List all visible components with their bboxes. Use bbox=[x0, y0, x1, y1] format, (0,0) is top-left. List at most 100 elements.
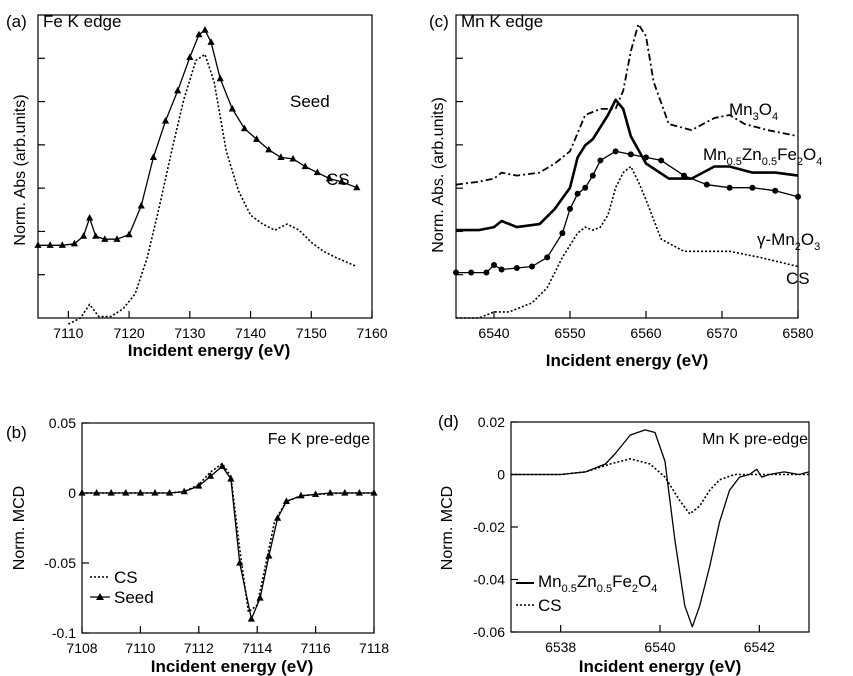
x-axis-label-a: Incident energy (eV) bbox=[128, 341, 290, 360]
data-point bbox=[218, 462, 226, 469]
y-axis-label-a: Norm. Abs (arb.units) bbox=[12, 94, 29, 245]
panel-c: (c) Mn K edge Norm. Abs. (arb.units) Inc… bbox=[429, 12, 822, 370]
series-line bbox=[82, 465, 374, 620]
panel-tag-c: (c) bbox=[429, 12, 449, 31]
data-point bbox=[453, 269, 459, 276]
y-tick-label: 0.02 bbox=[478, 414, 505, 430]
panel-title-b: Fe K pre-edge bbox=[268, 431, 370, 448]
series-b bbox=[78, 462, 378, 622]
data-point bbox=[274, 514, 282, 521]
series-line bbox=[456, 98, 799, 232]
data-point bbox=[240, 124, 249, 132]
series-line bbox=[511, 458, 809, 515]
y-tick-label: 0.05 bbox=[49, 415, 76, 431]
data-point bbox=[101, 235, 109, 242]
data-point bbox=[122, 489, 130, 496]
x-tick-label: 7130 bbox=[174, 325, 205, 341]
legend-marker-seed-b bbox=[96, 593, 104, 600]
data-point bbox=[297, 491, 305, 499]
data-point bbox=[166, 489, 174, 496]
data-point bbox=[627, 151, 634, 158]
y-axis-label-b: Norm. MCD bbox=[11, 486, 28, 570]
x-tick-label: 7120 bbox=[114, 325, 145, 341]
data-point bbox=[161, 117, 170, 124]
annotation-mnznfeo-c: Mn0.5Zn0.5Fe2O4 bbox=[703, 145, 822, 168]
plot-frame-c bbox=[455, 14, 799, 319]
plot-frame-a bbox=[37, 14, 373, 319]
x-tick-label: 6570 bbox=[706, 325, 737, 341]
data-point bbox=[186, 53, 194, 61]
y-tick-label: 0 bbox=[68, 485, 76, 501]
data-point bbox=[326, 489, 334, 496]
data-point bbox=[46, 241, 54, 248]
data-point bbox=[216, 74, 224, 82]
x-axis-label-d: Incident energy (eV) bbox=[579, 657, 741, 676]
y-tick-label: -0.04 bbox=[473, 572, 505, 588]
legend-label-cs-d: CS bbox=[538, 596, 562, 615]
legend-label-seed-b: Seed bbox=[114, 588, 154, 607]
x-tick-label: 7112 bbox=[184, 640, 214, 656]
legend-b: CS Seed bbox=[90, 568, 154, 607]
x-tick-label: 6580 bbox=[782, 325, 813, 341]
data-point bbox=[247, 615, 255, 622]
data-point bbox=[289, 154, 297, 162]
data-point bbox=[341, 489, 349, 496]
data-point bbox=[228, 104, 236, 112]
data-point bbox=[79, 232, 88, 239]
x-tick-label: 7118 bbox=[359, 640, 389, 656]
panel-a: (a) Fe K edge Norm. Abs (arb.units) Inci… bbox=[6, 12, 388, 360]
data-point bbox=[265, 552, 273, 559]
x-tick-label: 7114 bbox=[242, 640, 272, 656]
data-point bbox=[559, 230, 566, 237]
data-point bbox=[206, 472, 215, 479]
ticks-b: 7108 7110 7112 7114 7116 7118 -0.1 -0.05 0 0.05 bbox=[44, 415, 389, 656]
data-point bbox=[468, 269, 475, 276]
data-point bbox=[681, 172, 687, 179]
y-tick-label: -0.06 bbox=[473, 624, 505, 640]
data-point bbox=[726, 184, 733, 191]
y-axis-label-d: Norm. MCD bbox=[439, 486, 456, 570]
data-point bbox=[703, 181, 710, 188]
x-tick-label: 6538 bbox=[545, 639, 576, 655]
data-point bbox=[236, 559, 244, 566]
data-point bbox=[597, 157, 604, 164]
panel-b: (b) Fe K pre-edge Norm. MCD Incident ene… bbox=[6, 415, 389, 676]
data-point bbox=[70, 239, 79, 247]
x-tick-label: 6560 bbox=[630, 325, 661, 341]
data-point bbox=[355, 489, 363, 496]
data-point bbox=[338, 177, 346, 185]
data-point bbox=[749, 184, 756, 191]
series-d bbox=[511, 429, 810, 628]
data-point bbox=[353, 183, 361, 191]
data-point bbox=[195, 30, 203, 38]
x-tick-label: 7150 bbox=[296, 325, 327, 341]
panel-title-c: Mn K edge bbox=[461, 12, 543, 31]
data-point bbox=[136, 489, 144, 496]
data-point bbox=[195, 482, 203, 489]
series-line bbox=[455, 23, 799, 186]
panel-title-a: Fe K edge bbox=[43, 12, 121, 31]
series-line bbox=[38, 29, 358, 246]
x-axis-label-b: Incident energy (eV) bbox=[151, 657, 313, 676]
data-point bbox=[34, 241, 42, 248]
x-tick-label: 7108 bbox=[66, 640, 97, 656]
data-point bbox=[312, 490, 320, 497]
data-point bbox=[256, 594, 264, 601]
data-point bbox=[313, 168, 321, 176]
data-point bbox=[58, 241, 66, 248]
x-tick-label: 7160 bbox=[356, 325, 387, 341]
data-point bbox=[227, 475, 235, 482]
data-point bbox=[107, 489, 115, 496]
panel-title-d: Mn K pre-edge bbox=[702, 431, 808, 448]
x-tick-label: 7110 bbox=[125, 640, 155, 656]
annotation-seed-a: Seed bbox=[290, 92, 330, 111]
data-point bbox=[529, 263, 535, 270]
data-point bbox=[277, 153, 285, 161]
data-point bbox=[151, 489, 159, 496]
x-axis-label-c: Incident energy (eV) bbox=[546, 351, 708, 370]
data-point bbox=[491, 261, 497, 268]
data-point bbox=[93, 489, 101, 496]
series-line bbox=[511, 429, 810, 628]
annotation-gmn2o3-c: γ-Mn2O3 bbox=[757, 230, 820, 253]
